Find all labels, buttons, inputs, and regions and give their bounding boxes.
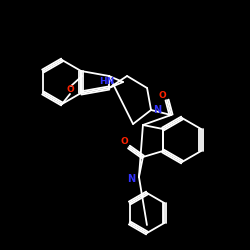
Text: HN: HN (100, 78, 115, 86)
Text: O: O (158, 90, 166, 100)
Text: N: N (153, 105, 161, 115)
Text: O: O (66, 86, 74, 94)
Text: O: O (120, 138, 128, 146)
Text: N: N (127, 174, 135, 184)
